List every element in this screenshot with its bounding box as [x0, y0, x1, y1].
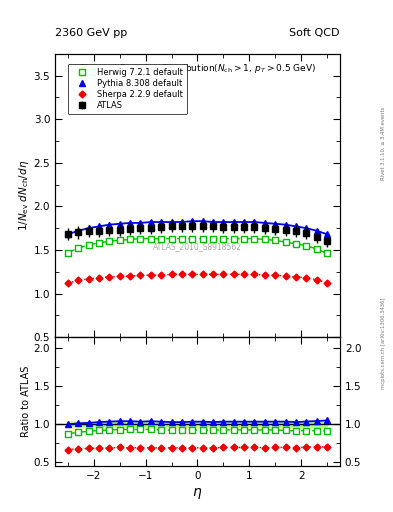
Herwig 7.2.1 default — [263, 237, 267, 243]
Herwig 7.2.1 default — [325, 250, 329, 257]
Pythia 8.308 default — [138, 220, 143, 226]
Pythia 8.308 default — [283, 222, 288, 228]
Pythia 8.308 default — [118, 221, 122, 227]
Herwig 7.2.1 default — [252, 236, 257, 242]
Pythia 8.308 default — [325, 231, 329, 237]
Sherpa 2.2.9 default — [86, 275, 91, 282]
Sherpa 2.2.9 default — [304, 275, 309, 281]
Line: Pythia 8.308 default: Pythia 8.308 default — [65, 218, 330, 238]
Herwig 7.2.1 default — [149, 236, 153, 242]
Pythia 8.308 default — [263, 220, 267, 226]
Herwig 7.2.1 default — [283, 239, 288, 245]
Herwig 7.2.1 default — [86, 242, 91, 248]
Text: 2360 GeV pp: 2360 GeV pp — [55, 28, 127, 38]
Pythia 8.308 default — [304, 225, 309, 231]
Herwig 7.2.1 default — [190, 236, 195, 242]
Sherpa 2.2.9 default — [169, 271, 174, 278]
Sherpa 2.2.9 default — [180, 271, 184, 278]
Sherpa 2.2.9 default — [221, 271, 226, 278]
Sherpa 2.2.9 default — [128, 273, 132, 279]
Sherpa 2.2.9 default — [211, 271, 215, 278]
Sherpa 2.2.9 default — [283, 273, 288, 279]
Text: Soft QCD: Soft QCD — [290, 28, 340, 38]
Legend: Herwig 7.2.1 default, Pythia 8.308 default, Sherpa 2.2.9 default, ATLAS: Herwig 7.2.1 default, Pythia 8.308 defau… — [68, 63, 187, 114]
Text: Charged Particle$\eta$ Distribution($N_{\rm ch}>1,\,p_T>0.5$ GeV): Charged Particle$\eta$ Distribution($N_{… — [79, 62, 316, 75]
Herwig 7.2.1 default — [138, 236, 143, 242]
Herwig 7.2.1 default — [314, 246, 319, 252]
Herwig 7.2.1 default — [118, 237, 122, 243]
Herwig 7.2.1 default — [169, 236, 174, 242]
Sherpa 2.2.9 default — [231, 271, 236, 278]
Pythia 8.308 default — [294, 223, 298, 229]
Sherpa 2.2.9 default — [314, 276, 319, 283]
Pythia 8.308 default — [159, 219, 163, 225]
Pythia 8.308 default — [200, 218, 205, 224]
Pythia 8.308 default — [149, 219, 153, 225]
Herwig 7.2.1 default — [200, 236, 205, 242]
Sherpa 2.2.9 default — [294, 274, 298, 280]
Sherpa 2.2.9 default — [66, 280, 70, 286]
Sherpa 2.2.9 default — [273, 272, 277, 279]
Text: mcplots.cern.ch [arXiv:1306.3436]: mcplots.cern.ch [arXiv:1306.3436] — [381, 297, 386, 389]
Sherpa 2.2.9 default — [252, 271, 257, 278]
X-axis label: $\eta$: $\eta$ — [192, 486, 203, 501]
Pythia 8.308 default — [128, 220, 132, 226]
Pythia 8.308 default — [231, 219, 236, 225]
Sherpa 2.2.9 default — [138, 272, 143, 279]
Sherpa 2.2.9 default — [200, 271, 205, 278]
Herwig 7.2.1 default — [242, 236, 246, 242]
Herwig 7.2.1 default — [76, 245, 81, 251]
Sherpa 2.2.9 default — [190, 271, 195, 278]
Pythia 8.308 default — [180, 219, 184, 225]
Pythia 8.308 default — [242, 219, 246, 225]
Y-axis label: Ratio to ATLAS: Ratio to ATLAS — [21, 366, 31, 437]
Pythia 8.308 default — [252, 219, 257, 225]
Sherpa 2.2.9 default — [118, 273, 122, 279]
Text: Rivet 3.1.10, ≥ 3.4M events: Rivet 3.1.10, ≥ 3.4M events — [381, 106, 386, 180]
Herwig 7.2.1 default — [97, 240, 101, 246]
Pythia 8.308 default — [97, 223, 101, 229]
Line: Herwig 7.2.1 default: Herwig 7.2.1 default — [65, 236, 330, 257]
Pythia 8.308 default — [190, 218, 195, 224]
Sherpa 2.2.9 default — [97, 275, 101, 281]
Herwig 7.2.1 default — [107, 238, 112, 244]
Pythia 8.308 default — [107, 222, 112, 228]
Herwig 7.2.1 default — [159, 236, 163, 242]
Herwig 7.2.1 default — [66, 249, 70, 255]
Pythia 8.308 default — [76, 228, 81, 234]
Herwig 7.2.1 default — [221, 236, 226, 242]
Herwig 7.2.1 default — [231, 236, 236, 242]
Sherpa 2.2.9 default — [76, 278, 81, 284]
Pythia 8.308 default — [211, 219, 215, 225]
Text: ATLAS_2010_S8918562: ATLAS_2010_S8918562 — [153, 242, 242, 251]
Herwig 7.2.1 default — [273, 237, 277, 243]
Pythia 8.308 default — [86, 225, 91, 231]
Herwig 7.2.1 default — [128, 237, 132, 243]
Sherpa 2.2.9 default — [242, 271, 246, 278]
Herwig 7.2.1 default — [180, 236, 184, 242]
Sherpa 2.2.9 default — [149, 272, 153, 279]
Pythia 8.308 default — [273, 221, 277, 227]
Sherpa 2.2.9 default — [263, 272, 267, 279]
Herwig 7.2.1 default — [294, 241, 298, 247]
Sherpa 2.2.9 default — [325, 280, 329, 286]
Pythia 8.308 default — [314, 228, 319, 234]
Sherpa 2.2.9 default — [159, 272, 163, 279]
Sherpa 2.2.9 default — [107, 274, 112, 280]
Line: Sherpa 2.2.9 default: Sherpa 2.2.9 default — [66, 272, 329, 286]
Pythia 8.308 default — [66, 231, 70, 237]
Pythia 8.308 default — [221, 219, 226, 225]
Y-axis label: $1/N_{\rm ev}\;dN_{\rm ch}/d\eta$: $1/N_{\rm ev}\;dN_{\rm ch}/d\eta$ — [17, 160, 31, 231]
Herwig 7.2.1 default — [211, 236, 215, 242]
Pythia 8.308 default — [169, 219, 174, 225]
Herwig 7.2.1 default — [304, 243, 309, 249]
